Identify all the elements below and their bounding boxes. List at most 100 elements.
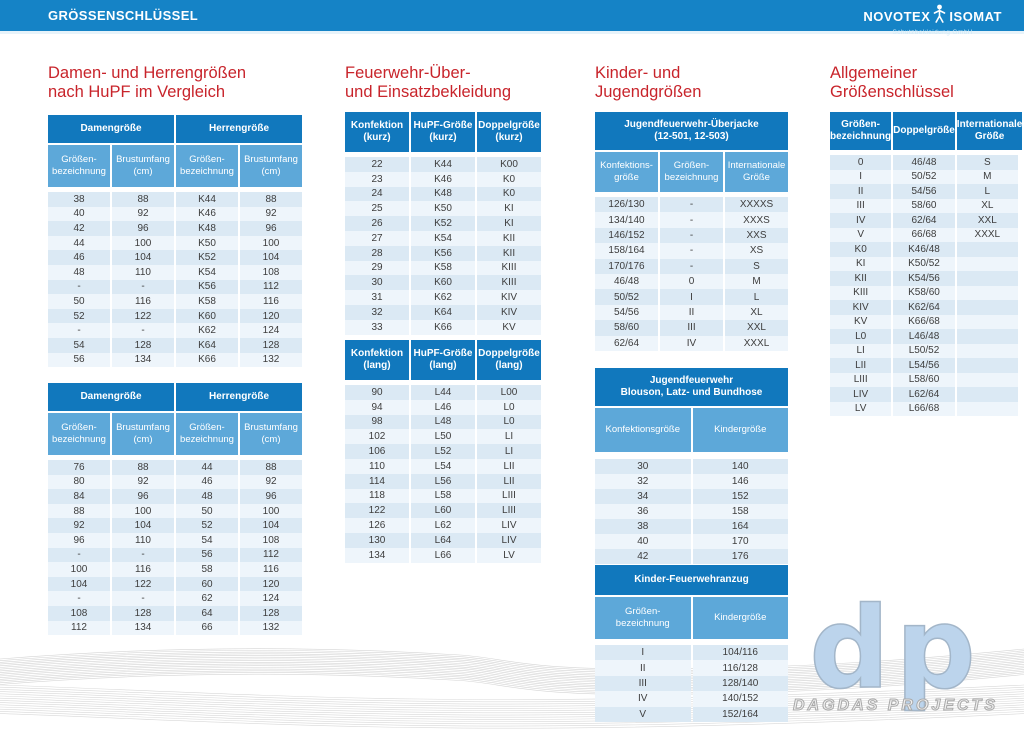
column-header: Doppelgröße (kurz): [477, 112, 541, 152]
table-cell: 32: [345, 304, 409, 320]
column-header: Brustumfang (cm): [112, 413, 174, 455]
table-cell: V: [595, 706, 691, 722]
table-cell: L60: [411, 503, 475, 519]
table-cell: 170: [692, 534, 788, 549]
table-cell: 100: [240, 503, 302, 519]
table-row: K0 K46/48: [830, 242, 1018, 257]
table-cell: KII: [477, 245, 541, 261]
table-cell: 128: [112, 605, 174, 621]
table-cell: I: [595, 645, 691, 661]
table-cell: LIV: [477, 518, 541, 533]
table-cell: 0: [660, 273, 723, 290]
table-cell: 110: [345, 458, 409, 474]
table-cell: I: [830, 169, 892, 184]
table-row: 90 L44 L00: [345, 385, 541, 400]
table-cell: 128: [240, 605, 302, 621]
table-cell: 122: [345, 503, 409, 519]
table-row: 134/140- XXXS: [595, 212, 788, 228]
table-cell: [956, 314, 1018, 329]
table-cell: 42: [48, 221, 110, 236]
table-body: 30 140 32 146 34 152 36 158 38 164 40 170 42 176: [595, 459, 788, 564]
table-damen-herren-lang: Damengröße Herrengröße Größen- bezeichnu…: [48, 383, 302, 636]
table-cell: IV: [830, 213, 892, 228]
table-row: 42 176: [595, 549, 788, 564]
table-cell: 64: [176, 605, 238, 621]
table-cell: L00: [477, 385, 541, 400]
table-cell: S: [725, 258, 788, 274]
table-cell: 28: [345, 245, 409, 261]
section-title-damen-herren: Damen- und Herrengrößen nach HuPF im Ver…: [48, 64, 247, 101]
table-cell: 140: [692, 459, 788, 474]
table-row: 96 110 54 108: [48, 532, 302, 548]
column-header: Größen- bezeichnung: [176, 145, 238, 187]
table-cell: K0: [477, 171, 541, 187]
table-cell: 106: [345, 444, 409, 459]
table-cell: L0: [477, 399, 541, 415]
table-cell: 114: [345, 473, 409, 489]
table-cell: 88: [240, 460, 302, 475]
table-row: 52 122 K60 120: [48, 308, 302, 324]
table-cell: [956, 372, 1018, 387]
table-row: 25 K50 KI: [345, 201, 541, 217]
table-cell: 58/60: [893, 198, 955, 213]
table-cell: XXXXS: [725, 197, 788, 213]
table-row: 158/164- XS: [595, 243, 788, 259]
table-cell: XL: [956, 198, 1018, 213]
column-header: Größen- bezeichnung: [830, 112, 892, 150]
table-cell: 50/52: [595, 289, 658, 305]
table-cell: LII: [830, 358, 892, 373]
table-allgemeiner-groessenschluessel: Größen- bezeichnung Doppelgröße Internat…: [830, 112, 1023, 416]
table-cell: 116: [112, 294, 174, 309]
table-cell: 98: [345, 414, 409, 430]
table-cell: 96: [112, 489, 174, 504]
table-row: 58/60 III XXL: [595, 320, 788, 336]
table-cell: M: [956, 169, 1018, 184]
table-cell: 66: [176, 620, 238, 636]
table-cell: 164: [692, 519, 788, 534]
table-row: 56 134 K66 132: [48, 352, 302, 368]
table-cell: L0: [830, 329, 892, 344]
table-cell: 102: [345, 429, 409, 445]
table-cell: 140/152: [692, 691, 788, 707]
table-row: - - K56 112: [48, 279, 302, 295]
table-body: 0 46/48 S I 50/52 M II 54/56 L III 58/60 XL IV 62/64 X…: [830, 155, 1018, 416]
table-cell: K56: [411, 245, 475, 261]
table-cell: LIV: [830, 387, 892, 402]
table-cell: 96: [48, 532, 110, 548]
table-cell: 92: [240, 474, 302, 490]
table-row: KV K66/68: [830, 314, 1018, 329]
table-row: 114 L56 LII: [345, 473, 541, 489]
table-cell: 23: [345, 171, 409, 187]
table-cell: L54/56: [893, 358, 955, 373]
table-row: I 104/116: [595, 645, 788, 661]
table-feuerwehr-lang: Konfektion (lang) HuPF-Größe (lang) Dopp…: [345, 340, 541, 563]
table-cell: KII: [477, 230, 541, 246]
table-cell: -: [660, 197, 723, 213]
table-cell: XXL: [725, 320, 788, 336]
table-cell: 104/116: [692, 645, 788, 661]
table-cell: 88: [112, 460, 174, 475]
table-row: 31 K62 KIV: [345, 290, 541, 305]
table-row: KI K50/52: [830, 256, 1018, 271]
table-cell: 104: [48, 576, 110, 592]
table-cell: L50/52: [893, 343, 955, 358]
top-header-bar: [0, 0, 1024, 31]
table-row: 106 L52 LI: [345, 444, 541, 459]
table-cell: K50/52: [893, 256, 955, 271]
table-cell: 152: [692, 489, 788, 504]
table-cell: L58/60: [893, 372, 955, 387]
table-cell: 29: [345, 260, 409, 276]
table-row: 38 164: [595, 519, 788, 534]
table-cell: 92: [240, 206, 302, 222]
table-cell: 54/56: [893, 184, 955, 199]
table-cell: KI: [830, 256, 892, 271]
table-cell: -: [660, 212, 723, 228]
table-row: LIII L58/60: [830, 372, 1018, 387]
table-row: LI L50/52: [830, 343, 1018, 358]
dagdas-watermark: dp DAGDAS PROJECTS: [792, 592, 998, 715]
table-cell: 58: [176, 562, 238, 577]
table-cell: 112: [240, 547, 302, 563]
column-header: HuPF-Größe (kurz): [411, 112, 475, 152]
brand-logo: NOVOTEX ISOMAT Schutzbekleidung GmbH: [863, 4, 1002, 36]
table-cell: [956, 256, 1018, 271]
